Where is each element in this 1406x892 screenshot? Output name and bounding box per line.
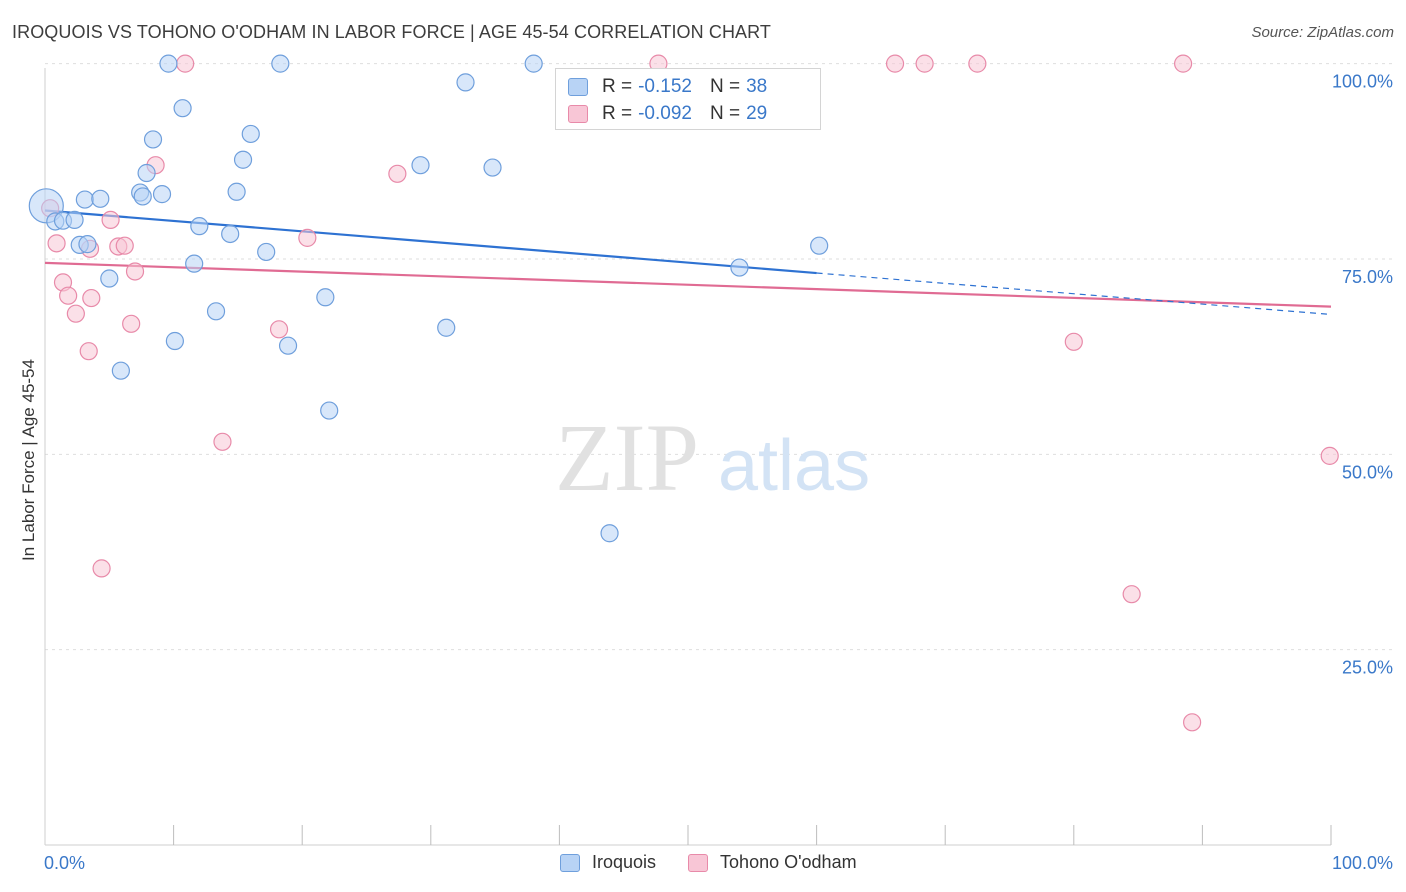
iroquois-point[interactable] <box>456 73 475 92</box>
tohono-point[interactable] <box>82 288 101 308</box>
tohono-trend-line <box>44 261 1332 308</box>
axis-layer <box>44 68 1332 846</box>
iroquois-point[interactable] <box>233 150 253 169</box>
iroquois-r-value: -0.152 <box>638 76 692 97</box>
iroquois-trend-line <box>44 209 817 275</box>
watermark-atlas: atlas <box>718 426 870 506</box>
tohono-point[interactable] <box>1064 332 1083 351</box>
iroquois-point[interactable] <box>185 254 204 273</box>
iroquois-n-value: 38 <box>746 76 768 97</box>
chart-title: IROQUOIS VS TOHONO O'ODHAM IN LABOR FORC… <box>12 22 772 42</box>
iroquois-point[interactable] <box>137 163 156 183</box>
iroquois-trend-extension <box>816 272 1332 316</box>
tohono-point[interactable] <box>915 54 934 73</box>
iroquois-point[interactable] <box>730 258 749 277</box>
tohono-swatch <box>568 105 588 123</box>
tohono-point[interactable] <box>59 286 78 305</box>
legend-row-tohono: R = -0.092 N = 29 <box>568 102 767 126</box>
iroquois-point[interactable] <box>278 336 298 355</box>
tohono-point[interactable] <box>269 320 289 339</box>
tohono-point[interactable] <box>66 304 85 323</box>
x-tick-label-min: 0.0% <box>44 853 85 873</box>
y-tick-label: 75.0% <box>1342 267 1393 287</box>
x-tick-label-max: 100.0% <box>1332 853 1393 873</box>
source-label: Source: ZipAtlas.com <box>1251 24 1394 41</box>
iroquois-point[interactable] <box>173 99 192 118</box>
r-label: R = <box>602 103 633 124</box>
n-label: N = <box>709 103 741 124</box>
iroquois-legend-label: Iroquois <box>592 852 657 872</box>
iroquois-point[interactable] <box>91 189 110 208</box>
iroquois-point[interactable] <box>221 224 240 244</box>
n-label: N = <box>709 76 741 97</box>
watermark-zip: ZIP <box>555 404 699 511</box>
tohono-point[interactable] <box>1183 713 1202 732</box>
tohono-r-value: -0.092 <box>638 103 692 124</box>
tohono-point[interactable] <box>1174 54 1193 73</box>
legend-item-tohono[interactable]: Tohono O'odham <box>688 852 857 873</box>
tohono-point[interactable] <box>79 342 98 361</box>
iroquois-point[interactable] <box>241 124 260 144</box>
iroquois-point[interactable] <box>271 54 290 73</box>
iroquois-point[interactable] <box>316 288 335 307</box>
tohono-point[interactable] <box>885 54 905 73</box>
iroquois-point[interactable] <box>165 331 184 351</box>
tohono-n-value: 29 <box>746 103 768 124</box>
tohono-point[interactable] <box>101 210 120 230</box>
iroquois-point[interactable] <box>152 185 172 204</box>
series-legend: Iroquois Tohono O'odham <box>560 852 889 873</box>
tohono-points <box>41 54 1339 732</box>
correlation-legend: R = -0.152 N = 38 R = -0.092 N = 29 <box>555 68 821 130</box>
iroquois-swatch <box>568 78 588 96</box>
iroquois-point[interactable] <box>600 524 619 543</box>
iroquois-points <box>28 54 829 543</box>
iroquois-point[interactable] <box>190 217 209 236</box>
tohono-point[interactable] <box>1320 446 1339 465</box>
iroquois-legend-swatch <box>560 853 580 872</box>
iroquois-trend-layer <box>44 209 1332 316</box>
tohono-point[interactable] <box>968 54 987 73</box>
tohono-legend-label: Tohono O'odham <box>720 852 857 872</box>
iroquois-point[interactable] <box>227 182 246 201</box>
y-tick-label: 50.0% <box>1342 462 1393 482</box>
grid-layer <box>45 63 1392 651</box>
tohono-point[interactable] <box>122 314 141 333</box>
y-tick-label: 100.0% <box>1332 72 1393 92</box>
tohono-point[interactable] <box>298 228 317 247</box>
y-tick-label: 25.0% <box>1342 658 1393 678</box>
iroquois-point[interactable] <box>65 210 84 230</box>
tohono-point[interactable] <box>388 164 407 183</box>
r-label: R = <box>602 76 633 97</box>
iroquois-point[interactable] <box>143 130 163 149</box>
iroquois-point[interactable] <box>411 156 430 175</box>
iroquois-point[interactable] <box>78 235 97 254</box>
iroquois-point[interactable] <box>483 158 502 177</box>
iroquois-point[interactable] <box>810 236 829 255</box>
tick-labels: 25.0% 50.0% 75.0% 100.0% 0.0% 100.0% <box>44 72 1393 873</box>
iroquois-point[interactable] <box>524 54 543 73</box>
tohono-point[interactable] <box>47 234 66 253</box>
tohono-legend-swatch <box>688 853 709 872</box>
tohono-point[interactable] <box>125 262 145 281</box>
tohono-point[interactable] <box>115 236 134 255</box>
legend-item-iroquois[interactable]: Iroquois <box>560 852 656 873</box>
iroquois-point[interactable] <box>320 401 339 420</box>
iroquois-point[interactable] <box>133 187 152 206</box>
iroquois-point[interactable] <box>75 190 94 209</box>
iroquois-point[interactable] <box>257 242 276 262</box>
tohono-point[interactable] <box>92 559 111 578</box>
iroquois-point[interactable] <box>437 318 456 337</box>
iroquois-point[interactable] <box>159 54 178 73</box>
tohono-trend-layer <box>44 261 1332 308</box>
legend-row-iroquois: R = -0.152 N = 38 <box>568 75 767 99</box>
tohono-point[interactable] <box>176 54 195 73</box>
tohono-point[interactable] <box>1122 585 1141 604</box>
iroquois-point[interactable] <box>111 361 130 380</box>
watermark: ZIP atlas <box>555 404 870 511</box>
iroquois-point[interactable] <box>100 269 119 288</box>
iroquois-point[interactable] <box>206 302 226 321</box>
tohono-point[interactable] <box>213 432 232 451</box>
